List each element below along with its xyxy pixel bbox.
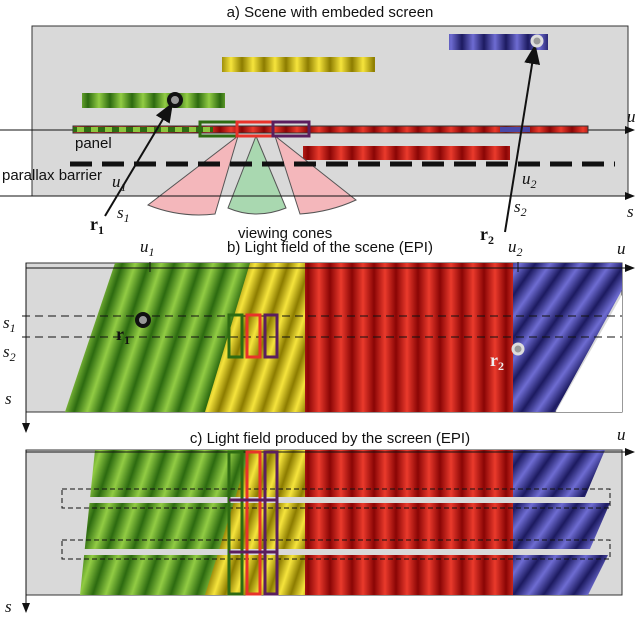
red-region <box>305 263 514 412</box>
cone <box>147 134 239 216</box>
label: u1 <box>140 237 155 259</box>
label: s <box>3 313 10 332</box>
yellow-region <box>205 263 306 412</box>
label: 2 <box>517 245 523 259</box>
label: r1 <box>90 214 104 237</box>
axis-label: u <box>617 239 626 258</box>
ray <box>504 44 541 233</box>
label: 2 <box>10 350 16 364</box>
red-object <box>303 146 510 160</box>
label: s1 <box>3 313 16 335</box>
label: 2 <box>531 177 537 191</box>
blue-region <box>513 263 622 412</box>
panel-title: b) Light field of the scene (EPI) <box>227 239 433 256</box>
pixel <box>271 120 311 138</box>
label: s <box>117 203 124 222</box>
label: s1 <box>117 203 130 225</box>
pixel <box>227 313 244 359</box>
label: r <box>116 324 124 344</box>
pixel <box>263 450 279 596</box>
blue-region <box>513 450 610 595</box>
label: r1 <box>116 324 130 347</box>
axis-label: s <box>5 597 12 616</box>
pixel-divider <box>229 498 277 554</box>
label: 2 <box>488 233 494 247</box>
empty-region <box>556 295 622 412</box>
axis-label: u <box>617 425 626 444</box>
label: u1 <box>112 172 127 194</box>
pixel-columns <box>227 450 279 596</box>
label: panel <box>75 135 112 152</box>
label: r <box>480 224 488 244</box>
label: s <box>514 197 521 216</box>
label: u <box>522 169 531 188</box>
dashed-box <box>61 488 611 509</box>
label: viewing cones <box>238 225 332 242</box>
label: u <box>508 237 517 256</box>
screen-epi <box>80 450 610 595</box>
label: r <box>90 214 98 234</box>
label: 1 <box>124 211 130 225</box>
ray <box>104 102 174 217</box>
yellow-object <box>222 57 375 72</box>
label: 1 <box>124 333 130 347</box>
pixel <box>263 313 279 359</box>
panel-title: a) Scene with embeded screen <box>227 4 434 21</box>
axis-label: s <box>627 202 634 221</box>
green-object <box>82 93 225 108</box>
label: 2 <box>498 359 504 373</box>
label: 1 <box>121 180 127 194</box>
label: s2 <box>3 342 16 364</box>
point <box>135 312 151 328</box>
label: r2 <box>490 350 504 373</box>
label: u2 <box>508 237 523 259</box>
pixel <box>245 450 262 596</box>
cone <box>274 134 357 215</box>
label: parallax barrier <box>2 167 102 184</box>
label: s2 <box>514 197 527 219</box>
scene-box <box>31 25 629 197</box>
pixel <box>227 450 244 596</box>
dashed-box <box>61 539 611 560</box>
label: s <box>3 342 10 361</box>
label: u <box>112 172 121 191</box>
label: r2 <box>480 224 494 247</box>
pixel <box>245 313 262 359</box>
cone <box>227 134 287 215</box>
axis-label: u <box>627 107 636 126</box>
axis-label: s <box>5 389 12 408</box>
label: u <box>140 237 149 256</box>
label: 1 <box>10 321 16 335</box>
point <box>167 92 183 108</box>
panel-title: c) Light field produced by the screen (E… <box>190 430 470 447</box>
point <box>511 342 525 356</box>
point <box>530 34 544 48</box>
screen-panel-green <box>73 127 213 132</box>
blue-object <box>449 34 548 50</box>
label: 1 <box>98 223 104 237</box>
screen-panel-blue <box>500 127 530 132</box>
label: u2 <box>522 169 537 191</box>
red-region <box>305 450 514 595</box>
label: 1 <box>149 245 155 259</box>
label: r <box>490 350 498 370</box>
label: 2 <box>521 205 527 219</box>
